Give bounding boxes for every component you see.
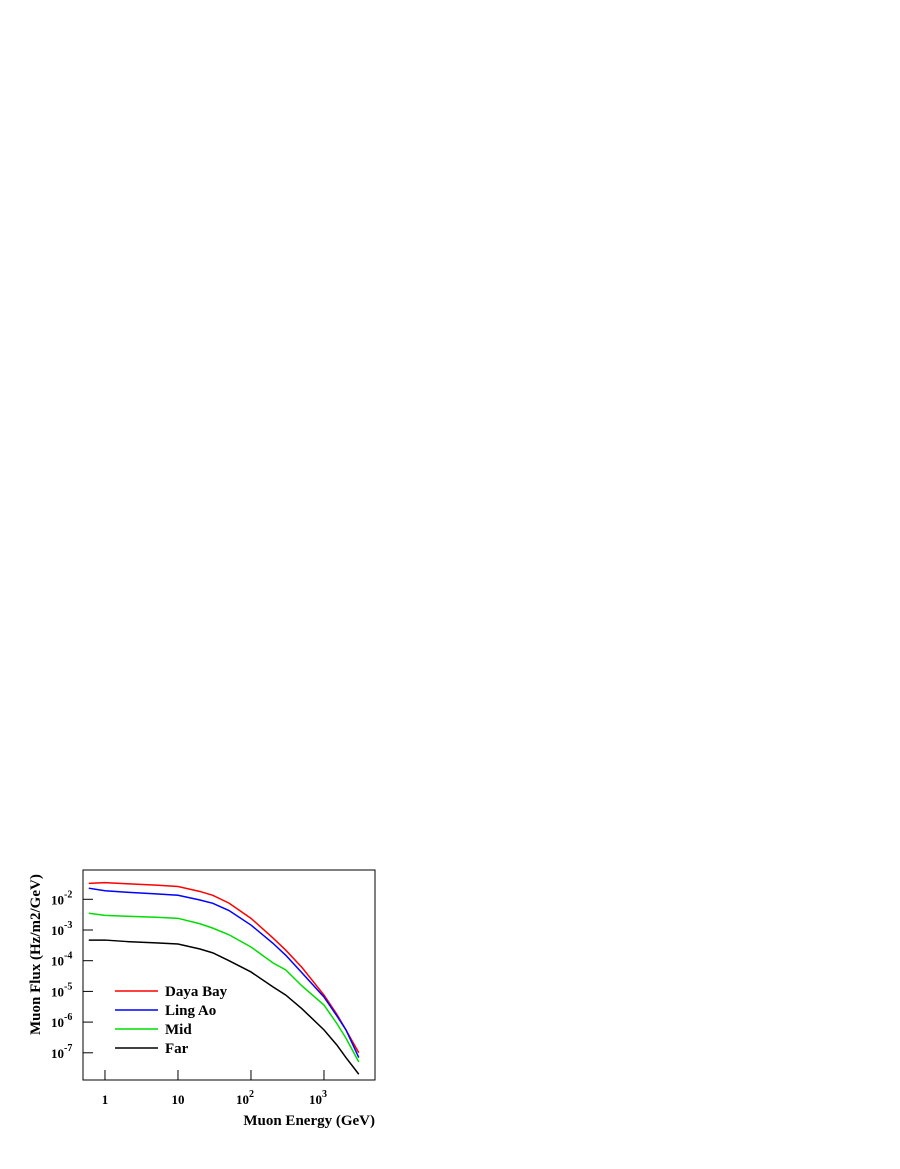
legend-label: Far [165,1041,189,1057]
legend-label: Daya Bay [165,984,228,1000]
y-tick-label: 10-4 [51,951,72,969]
y-tick-label: 10-5 [51,981,72,999]
plot-frame [82,869,376,1081]
series-line [88,887,360,1058]
y-tick-label: 10-6 [51,1012,72,1030]
series-line [88,939,360,1075]
series-line [88,881,360,1054]
series-line [88,912,360,1063]
x-tick-label: 103 [309,1089,327,1107]
y-axis-title: Muon Flux (Hz/m2/GeV) [28,874,44,1035]
legend-label: Ling Ao [165,1003,216,1019]
legend-label: Mid [165,1022,192,1038]
y-tick-label: 10-3 [51,920,72,938]
x-tick-label: 10 [171,1092,184,1107]
x-axis-title: Muon Energy (GeV) [243,1113,375,1129]
x-tick-label: 1 [102,1092,109,1107]
y-tick-label: 10-2 [51,889,72,907]
y-tick-label: 10-7 [51,1043,72,1061]
x-tick-label: 102 [236,1089,254,1107]
